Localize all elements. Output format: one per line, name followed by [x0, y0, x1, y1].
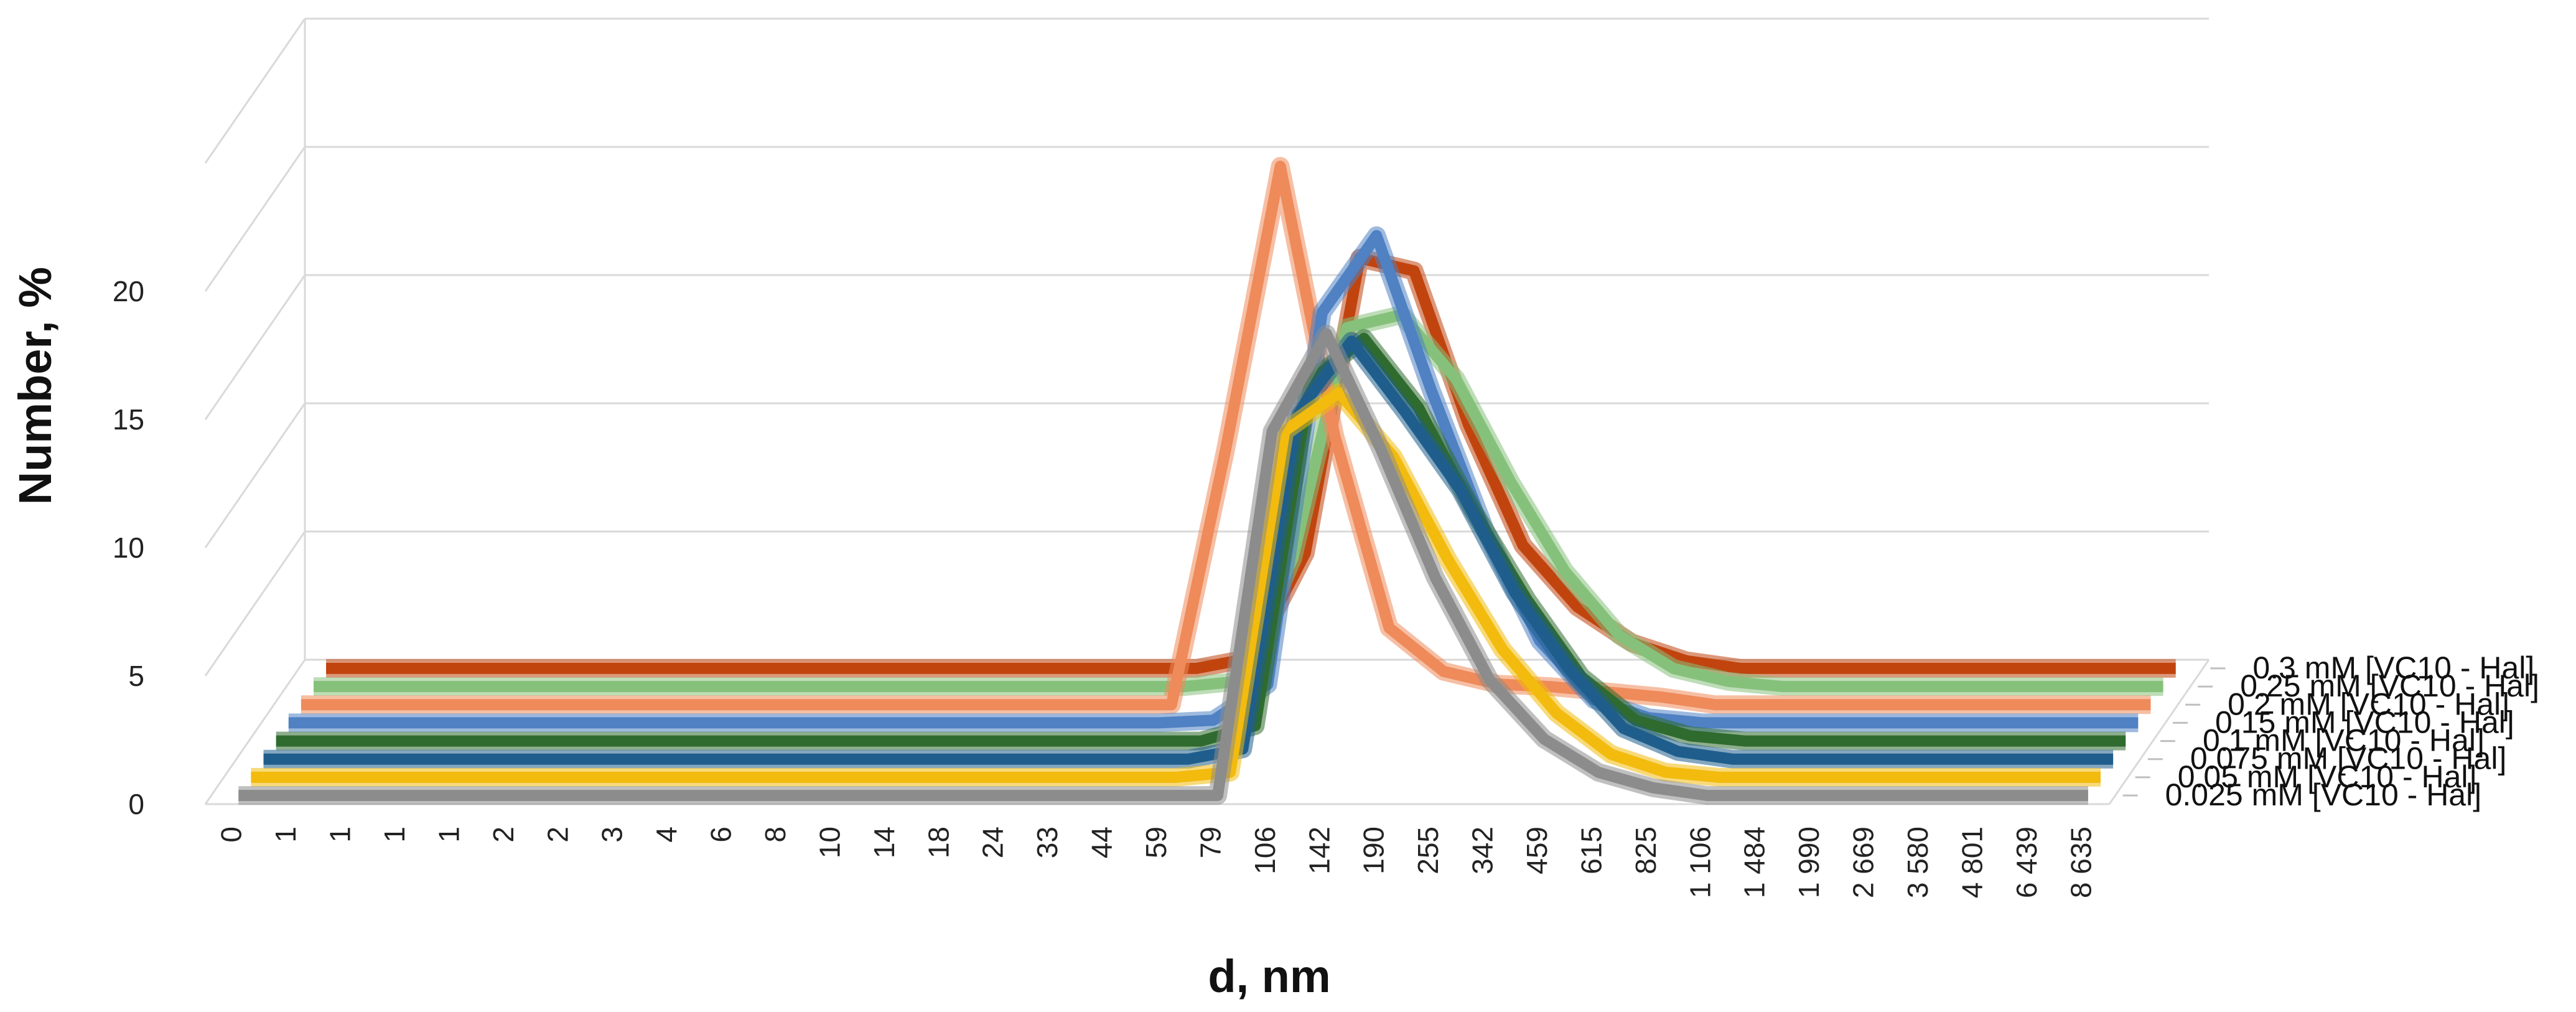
- x-tick-label: 59: [1140, 827, 1172, 858]
- x-tick-label: 1 484: [1738, 827, 1771, 898]
- depth-axis-legend: 0.025 mM [VC10 - Hal]0.05 mM [VC10 - Hal…: [2122, 650, 2539, 812]
- series-ribbon: [238, 324, 2088, 805]
- x-tick-label: 1: [324, 827, 357, 843]
- x-axis: 0 1 1 1 1 2 2 3 4 6 8 10 14 18 24 33 44 59 79 106 142 190 255 3…: [215, 827, 2098, 898]
- y-tick-label: 5: [128, 660, 144, 692]
- x-tick-label: 18: [922, 827, 954, 858]
- y-tick-label: 15: [113, 403, 144, 436]
- y-axis: 0 5 10 15 20: [113, 275, 144, 820]
- x-tick-label: 4: [650, 827, 683, 843]
- legend-label: 0.25 mM [VC10 - Hal]: [2240, 668, 2539, 703]
- gridline: [204, 403, 306, 548]
- legend-label: 0.3 mM [VC10 - Hal]: [2252, 650, 2534, 685]
- x-tick-label: 1: [378, 827, 411, 843]
- x-tick-label: 10: [813, 827, 846, 858]
- x-tick-label: 2: [487, 827, 520, 843]
- x-tick-label: 342: [1467, 827, 1499, 874]
- x-tick-label: 1 106: [1684, 827, 1716, 898]
- series-ribbon: [288, 226, 2139, 733]
- x-tick-label: 33: [1031, 827, 1063, 858]
- x-tick-label: 190: [1358, 827, 1390, 874]
- series-ribbon: [251, 383, 2101, 787]
- legend-label: 0.1 mM [VC10 - Hal]: [2203, 723, 2485, 758]
- gridline: [204, 531, 306, 677]
- x-tick-label: 825: [1630, 827, 1662, 874]
- legend-label: 0.075 mM [VC10 - Hal]: [2190, 741, 2507, 776]
- legend-label: 0.15 mM [VC10 - Hal]: [2215, 705, 2514, 739]
- series-ribbon: [276, 329, 2126, 751]
- series-ribbon: [301, 157, 2151, 714]
- x-tick-label: 106: [1249, 827, 1281, 874]
- y-axis-title: Number, %: [9, 267, 61, 505]
- x-axis-title: d, nm: [1208, 950, 1330, 1002]
- y-tick-label: 0: [128, 788, 144, 820]
- x-tick-label: 1: [432, 827, 465, 843]
- gridline: [204, 146, 306, 292]
- x-tick-label: 2 669: [1847, 827, 1880, 898]
- x-tick-label: 4 801: [1956, 827, 1988, 898]
- series-line-core-6: [301, 161, 2151, 711]
- legend-label: 0.2 mM [VC10 - Hal]: [2228, 686, 2509, 721]
- x-tick-label: 44: [1086, 827, 1118, 858]
- y-tick-label: 10: [113, 532, 144, 564]
- x-tick-label: 6 439: [2010, 827, 2043, 898]
- x-tick-label: 1: [269, 827, 302, 843]
- x-tick-label: 14: [868, 827, 900, 858]
- x-tick-label: 3: [596, 827, 628, 843]
- gridline: [204, 659, 306, 805]
- x-tick-label: 459: [1521, 827, 1553, 874]
- series-ribbon: [263, 332, 2114, 769]
- gridline: [204, 18, 306, 164]
- y-tick-label: 20: [113, 275, 144, 307]
- x-tick-label: 2: [541, 827, 574, 843]
- x-tick-label: 8 635: [2065, 827, 2097, 898]
- x-tick-label: 1 990: [1793, 827, 1825, 898]
- x-tick-label: 255: [1412, 827, 1444, 874]
- x-tick-label: 79: [1194, 827, 1226, 858]
- x-tick-label: 3 580: [1902, 827, 1934, 898]
- x-tick-label: 24: [977, 827, 1009, 858]
- gridline: [204, 274, 306, 420]
- series-ribbons: [238, 157, 2176, 805]
- x-tick-label: 6: [705, 827, 737, 843]
- x-tick-label: 0: [215, 827, 248, 843]
- legend-label: 0.025 mM [VC10 - Hal]: [2165, 777, 2482, 812]
- legend-label: 0.05 mM [VC10 - Hal]: [2178, 759, 2477, 794]
- x-tick-label: 8: [759, 827, 791, 843]
- x-tick-label: 615: [1575, 827, 1607, 874]
- floor-right-edge: [2108, 659, 2210, 805]
- x-tick-label: 142: [1303, 827, 1335, 874]
